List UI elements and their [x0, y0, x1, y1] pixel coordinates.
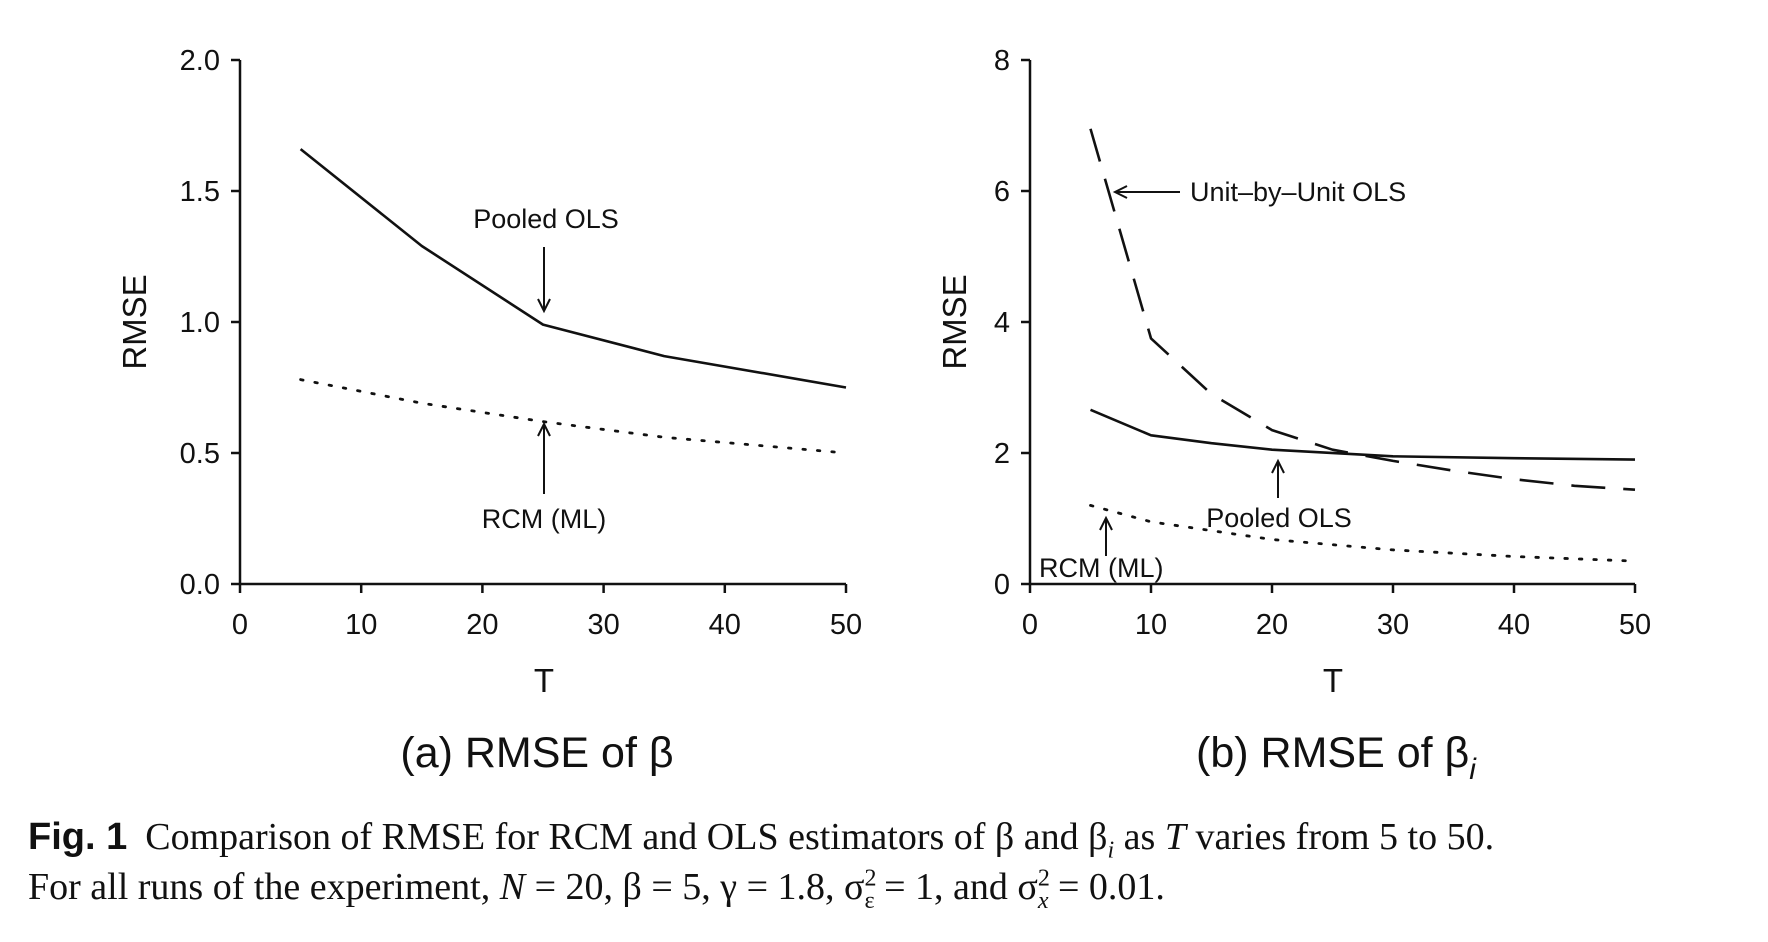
figure-caption: Fig. 1 Comparison of RMSE for RCM and OLS…	[28, 812, 1758, 914]
caption-var-n: N	[499, 866, 526, 908]
panel-b-chart: 0 10 20 30 40 50 0 2 4 6 8 Unit–by–Unit OLS Pooled…	[936, 45, 1651, 786]
panel-a-ticks: 0 10 20 30 40 50 0.0 0.5 1.0 1.5 2.0	[180, 45, 862, 641]
caption-figure-number: Fig. 1	[28, 816, 128, 858]
panel-b-x-tick-label: 10	[1135, 609, 1167, 641]
panel-a-series-rcm-ml	[299, 378, 848, 455]
panel-b-annotation-rcm-ml: RCM (ML)	[1039, 553, 1163, 583]
caption-sup-2: 2	[1037, 865, 1050, 892]
caption-text-1-mid: as	[1114, 816, 1165, 858]
panel-a-x-tick-label: 30	[587, 609, 619, 641]
panel-a-chart: 0 10 20 30 40 50 0.0 0.5 1.0 1.5 2.0 Pooled OLS RC…	[116, 45, 862, 777]
caption-sub-i: i	[1107, 837, 1115, 864]
panel-a-annotation-pooled-ols: Pooled OLS	[473, 204, 619, 234]
caption-text-2c: = 1, and σ	[874, 866, 1038, 908]
panel-b-series	[1089, 128, 1637, 563]
panel-b-series-pooled-ols	[1089, 408, 1636, 461]
panel-a-y-tick-label: 0.5	[180, 438, 220, 470]
caption-text-2a: For all runs of the experiment,	[28, 866, 500, 908]
panel-b-annotation-unit-by-unit-ols: Unit–by–Unit OLS	[1190, 177, 1406, 207]
panel-a-x-axis-label: T	[534, 662, 554, 699]
panel-a-x-tick-label: 40	[709, 609, 741, 641]
panel-a-y-axis-label: RMSE	[116, 274, 153, 369]
panel-b-y-tick-label: 2	[994, 438, 1010, 470]
panel-b-x-tick-label: 0	[1022, 609, 1038, 641]
panel-b-arrowhead-rcm-ml	[1099, 515, 1113, 531]
panel-b-arrowhead-pooled-ols	[1271, 458, 1285, 474]
panel-b-y-axis-label: RMSE	[936, 274, 973, 369]
caption-text-2d: = 0.01.	[1048, 866, 1165, 908]
panel-b-arrowhead-unit-by-unit-ols	[1112, 185, 1128, 199]
panel-a-annotations: Pooled OLS RCM (ML)	[473, 204, 619, 534]
panel-a-x-tick-label: 10	[345, 609, 377, 641]
panel-a-annotation-rcm-ml: RCM (ML)	[482, 504, 606, 534]
caption-text-2b: = 20, β = 5, γ = 1.8, σ	[525, 866, 865, 908]
panel-a-arrowhead-rcm-ml	[537, 421, 551, 437]
caption-sub-epsilon: ε	[864, 887, 875, 914]
caption-sub-x: x	[1037, 887, 1049, 914]
panel-a-series	[299, 148, 848, 455]
panel-b-y-tick-label: 4	[994, 307, 1010, 339]
panel-a-y-tick-label: 0.0	[180, 569, 220, 601]
panel-a-arrowhead-pooled-ols	[537, 298, 551, 314]
caption-var-t: T	[1164, 816, 1186, 858]
panel-b-x-tick-label: 50	[1619, 609, 1651, 641]
panel-b-subcaption-sub: i	[1469, 753, 1477, 786]
panel-b-subcaption-main: (b) RMSE of β	[1196, 729, 1469, 777]
panel-a-x-tick-label: 0	[232, 609, 248, 641]
panel-a-series-pooled-ols	[299, 148, 847, 389]
panel-a-y-tick-label: 1.5	[180, 176, 220, 208]
caption-sup-1: 2	[864, 865, 877, 892]
panel-a-y-tick-label: 1.0	[180, 307, 220, 339]
caption-text-1: Comparison of RMSE for RCM and OLS estim…	[145, 816, 1108, 858]
panel-b-y-tick-label: 0	[994, 569, 1010, 601]
panel-b-x-tick-label: 20	[1256, 609, 1288, 641]
panel-b-y-tick-label: 6	[994, 176, 1010, 208]
panel-b-annotation-pooled-ols: Pooled OLS	[1206, 503, 1352, 533]
figure-canvas: 0 10 20 30 40 500.00.51.01.52.0 Pooled OLS RC…	[116, 45, 1651, 786]
panel-a-x-tick-label: 50	[830, 609, 862, 641]
caption-line-2: For all runs of the experiment, N = 20, …	[28, 862, 1758, 914]
panel-b-subcaption: (b) RMSE of βi	[1196, 729, 1477, 786]
panel-b-series-rcm-ml	[1089, 503, 1637, 563]
panel-b-y-tick-label: 8	[994, 45, 1010, 77]
caption-line-1: Fig. 1 Comparison of RMSE for RCM and OLS…	[28, 812, 1758, 864]
caption-text-1-end: varies from 5 to 50.	[1185, 816, 1495, 858]
panel-b-x-axis-label: T	[1323, 662, 1343, 699]
panel-a-x-tick-label: 20	[466, 609, 498, 641]
panel-b-x-tick-label: 40	[1498, 609, 1530, 641]
panel-b-annotations: Unit–by–Unit OLS Pooled OLS RCM (ML)	[1039, 177, 1406, 583]
panel-a-subcaption: (a) RMSE of β	[400, 729, 673, 777]
panel-b-ticks: 0 10 20 30 40 50 0 2 4 6 8	[994, 45, 1651, 641]
panel-b-series-unit-by-unit-ols	[1089, 128, 1636, 491]
panel-a-y-tick-label: 2.0	[180, 45, 220, 77]
panel-b-x-tick-label: 30	[1377, 609, 1409, 641]
